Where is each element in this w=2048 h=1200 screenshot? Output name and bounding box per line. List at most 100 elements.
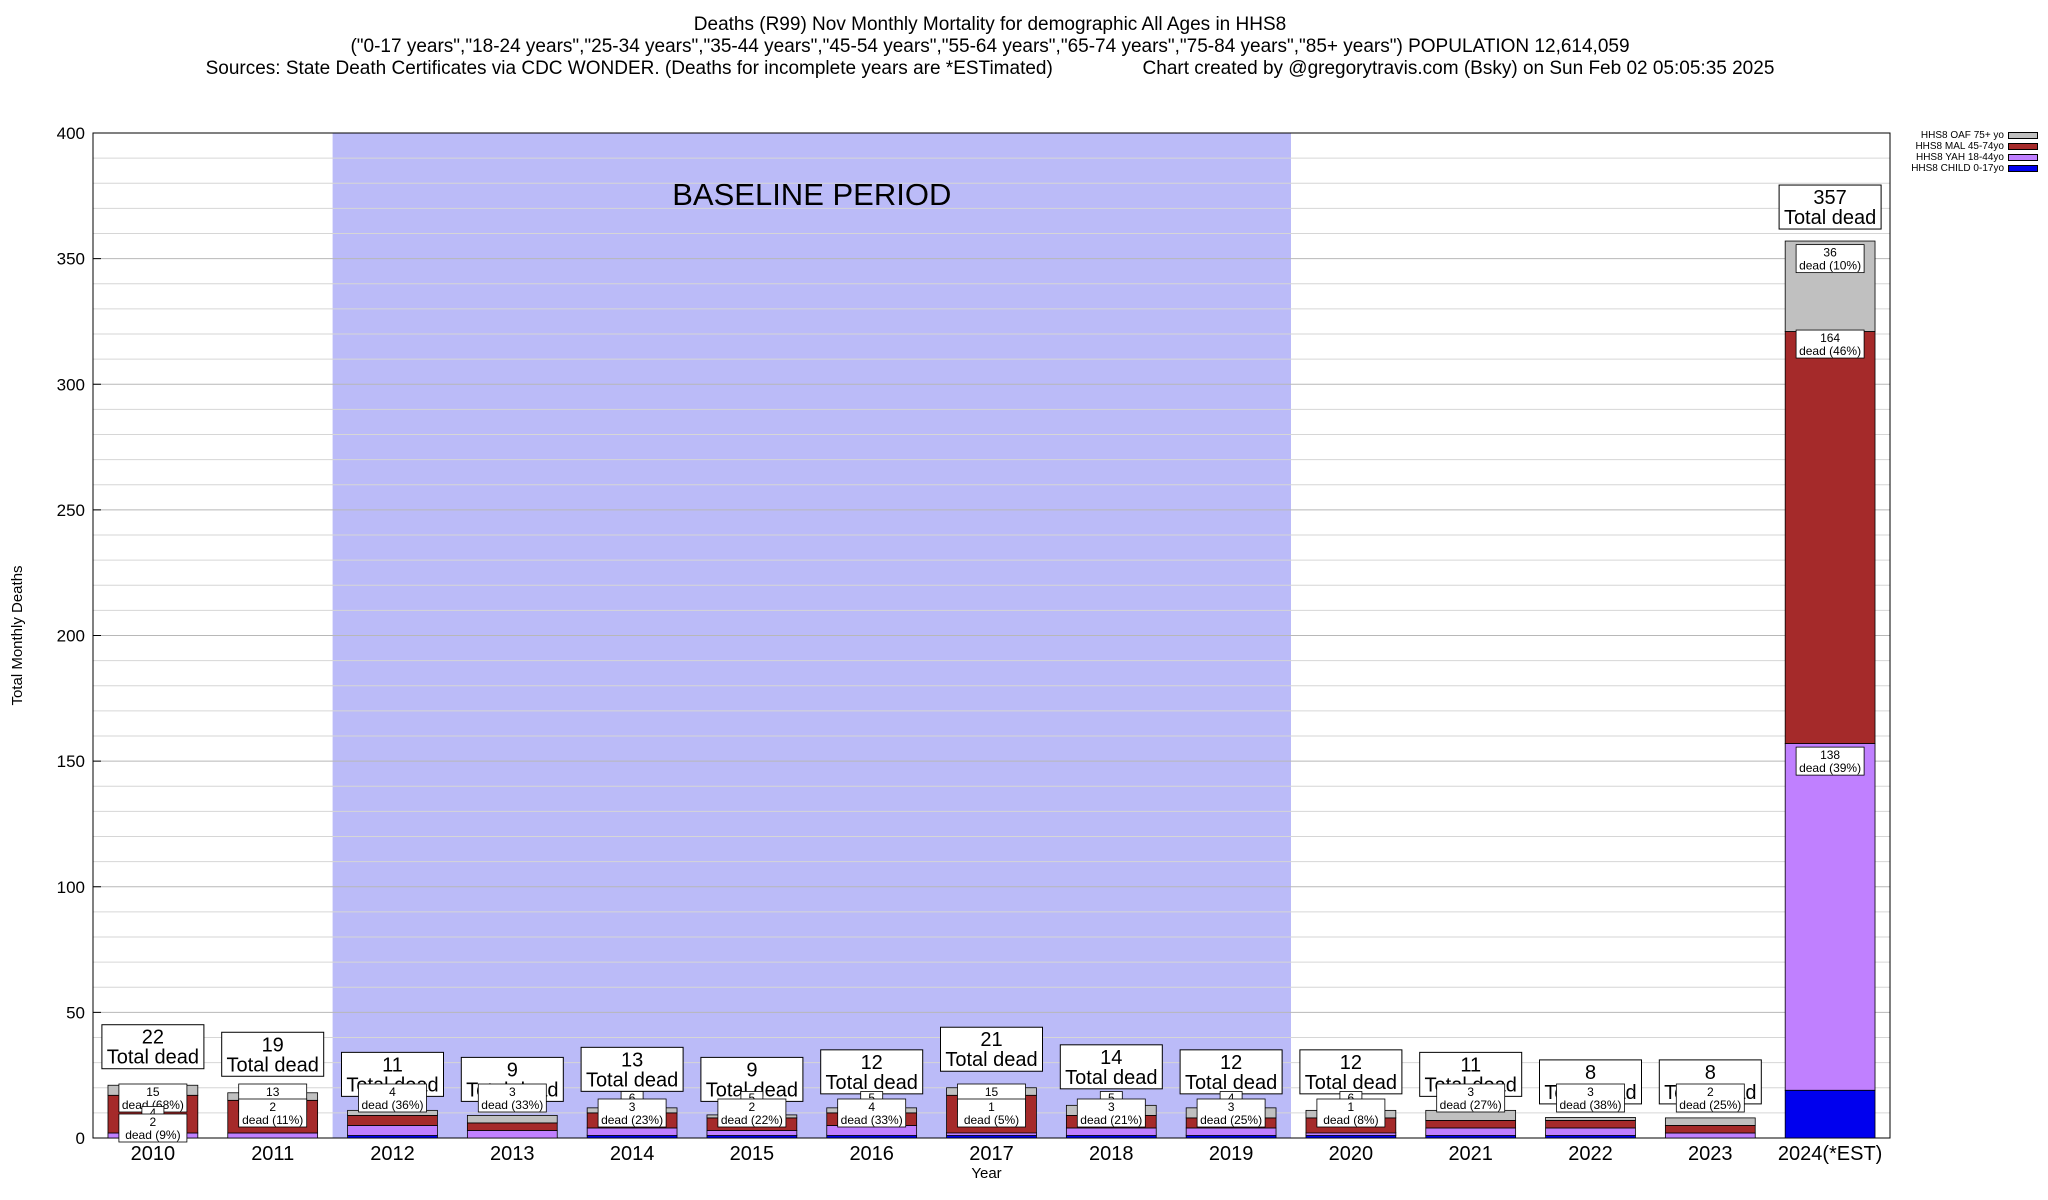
legend-entry: HHS8 CHILD 0-17yo bbox=[1911, 163, 2038, 174]
chart-title-block: Deaths (R99) Nov Monthly Mortality for d… bbox=[0, 14, 1980, 80]
chart-subtitle-sources: Sources: State Death Certificates via CD… bbox=[205, 58, 1775, 79]
segment-label-box bbox=[1795, 746, 1865, 776]
segment-value: 4 bbox=[150, 1106, 157, 1120]
total-label-box bbox=[1179, 1049, 1283, 1095]
segment-value: 164 bbox=[1820, 331, 1840, 345]
segment-value: 1 bbox=[988, 1100, 995, 1114]
bar-segment bbox=[227, 1132, 319, 1139]
segment-percent: dead (22%) bbox=[721, 1113, 783, 1127]
total-value: 11 bbox=[382, 1054, 403, 1076]
bar-segment bbox=[1664, 1125, 1756, 1134]
total-label-box bbox=[1778, 184, 1882, 230]
total-value: 9 bbox=[507, 1059, 518, 1081]
segment-percent: dead (21%) bbox=[1080, 1113, 1142, 1127]
total-value: 11 bbox=[1460, 1054, 1481, 1076]
x-tick-label: 2021 bbox=[1448, 1143, 1493, 1165]
segment-label-box bbox=[1556, 1083, 1625, 1113]
total-value: 9 bbox=[746, 1059, 757, 1081]
segment-label-box bbox=[837, 1098, 907, 1128]
legend-label: HHS8 CHILD 0-17yo bbox=[1911, 163, 2004, 174]
segment-value: 4 bbox=[868, 1100, 875, 1114]
bar-segment bbox=[586, 1127, 678, 1136]
legend-label: HHS8 OAF 75+ yo bbox=[1920, 130, 2004, 141]
segment-value: 13 bbox=[266, 1085, 280, 1099]
total-value: 19 bbox=[262, 1034, 284, 1056]
total-caption: Total dead bbox=[706, 1079, 798, 1101]
segment-value: 1 bbox=[1348, 1100, 1355, 1114]
legend-entry: HHS8 MAL 45-74yo bbox=[1911, 141, 2038, 152]
segment-value: 2 bbox=[269, 1100, 276, 1114]
segment-value: 36 bbox=[1823, 246, 1837, 260]
bar-segment bbox=[1065, 1127, 1157, 1136]
bar-segment bbox=[1784, 331, 1876, 744]
x-tick-label: 2013 bbox=[490, 1143, 535, 1165]
segment-label-box bbox=[358, 1083, 427, 1113]
segment-label-box bbox=[1795, 329, 1865, 359]
y-tick-label: 150 bbox=[57, 752, 85, 771]
x-tick-label: 2020 bbox=[1329, 1143, 1374, 1165]
bar-segment bbox=[1784, 1089, 1876, 1139]
y-tick-label: 0 bbox=[76, 1129, 85, 1148]
segment-percent: dead (68%) bbox=[122, 1098, 184, 1112]
total-label-box bbox=[1059, 1044, 1163, 1090]
legend-label: HHS8 MAL 45-74yo bbox=[1915, 141, 2004, 152]
segment-value: 3 bbox=[1108, 1100, 1115, 1114]
legend-entry: HHS8 YAH 18-44yo bbox=[1911, 152, 2038, 163]
segment-percent: dead (23%) bbox=[601, 1113, 663, 1127]
total-label-box bbox=[940, 1026, 1043, 1072]
baseline-period-label: BASELINE PERIOD bbox=[672, 177, 951, 212]
segment-value: 15 bbox=[146, 1085, 160, 1099]
y-tick-label: 100 bbox=[57, 878, 85, 897]
total-caption: Total dead bbox=[826, 1072, 918, 1094]
x-tick-label: 2018 bbox=[1089, 1143, 1134, 1165]
total-value: 8 bbox=[1705, 1062, 1716, 1084]
segment-percent: dead (38%) bbox=[1559, 1098, 1621, 1112]
y-tick-label: 200 bbox=[57, 627, 85, 646]
segment-percent: dead (25%) bbox=[1200, 1113, 1262, 1127]
segment-value: 2 bbox=[749, 1100, 756, 1114]
total-caption: Total dead bbox=[107, 1047, 199, 1069]
segment-label-box bbox=[1436, 1083, 1506, 1113]
segment-label-box bbox=[717, 1098, 787, 1128]
segment-label-box bbox=[957, 1098, 1026, 1128]
bar-segment bbox=[466, 1130, 558, 1139]
segment-value: 138 bbox=[1820, 748, 1840, 762]
chart-title: Deaths (R99) Nov Monthly Mortality for d… bbox=[693, 14, 1287, 35]
y-axis-label: Total Monthly Deaths bbox=[9, 565, 26, 705]
legend-swatch bbox=[2008, 143, 2038, 150]
legend-entry: HHS8 OAF 75+ yo bbox=[1911, 130, 2038, 141]
x-tick-label: 2010 bbox=[131, 1143, 176, 1165]
bar-segment bbox=[466, 1122, 558, 1131]
total-value: 12 bbox=[1340, 1052, 1362, 1074]
legend-swatch bbox=[2008, 154, 2038, 161]
segment-value: 15 bbox=[985, 1085, 999, 1099]
segment-value: 2 bbox=[1707, 1085, 1714, 1099]
segment-label-box bbox=[1316, 1098, 1386, 1128]
legend-swatch bbox=[2008, 132, 2038, 139]
bar-segment bbox=[1185, 1127, 1277, 1136]
y-tick-label: 300 bbox=[57, 375, 85, 394]
y-tick-label: 250 bbox=[57, 501, 85, 520]
total-label-box bbox=[580, 1046, 684, 1092]
bar-segment bbox=[1425, 1120, 1517, 1129]
bar-segment bbox=[1664, 1132, 1756, 1139]
chart-subtitle-ages: ("0-17 years","18-24 years","25-34 years… bbox=[350, 36, 1630, 57]
segment-label-box bbox=[238, 1098, 308, 1128]
bar-segment bbox=[1545, 1117, 1636, 1121]
segment-label-box bbox=[1196, 1098, 1266, 1128]
total-label-box bbox=[1299, 1049, 1403, 1095]
chart-legend: HHS8 OAF 75+ yo HHS8 MAL 45-74yo HHS8 YA… bbox=[1911, 130, 2038, 174]
bar-segment bbox=[706, 1130, 798, 1136]
bar-segment bbox=[466, 1114, 558, 1124]
segment-value: 5 bbox=[749, 1091, 756, 1105]
segment-value: 6 bbox=[629, 1091, 636, 1105]
x-tick-label: 2014 bbox=[610, 1143, 655, 1165]
segment-label-box bbox=[1076, 1098, 1146, 1128]
x-axis-label: Year bbox=[971, 1165, 1001, 1182]
x-tick-label: 2022 bbox=[1568, 1143, 1613, 1165]
total-value: 21 bbox=[980, 1029, 1002, 1051]
total-value: 357 bbox=[1813, 187, 1846, 209]
segment-label-box bbox=[118, 1113, 188, 1143]
total-caption: Total dead bbox=[945, 1049, 1037, 1071]
total-label-box bbox=[820, 1049, 924, 1095]
